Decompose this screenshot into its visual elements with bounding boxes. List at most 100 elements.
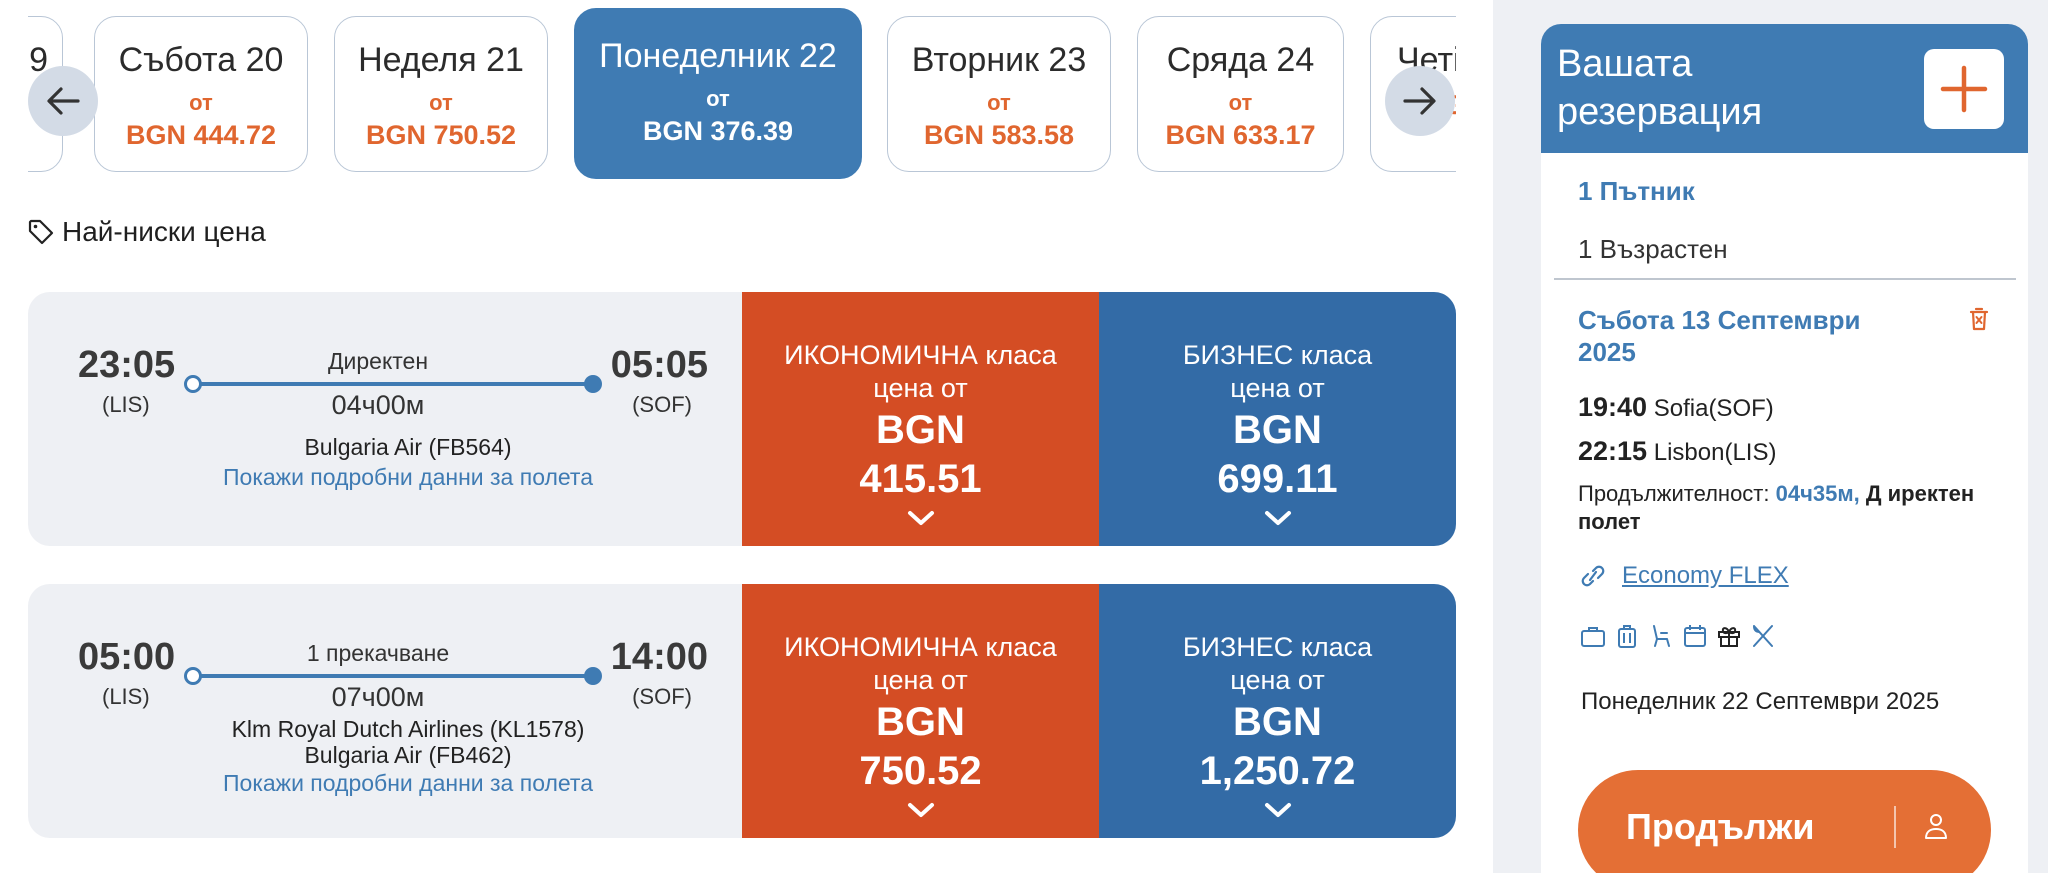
- fare-class: ИКОНОМИЧНА класа: [784, 632, 1057, 662]
- tag-icon: [28, 219, 54, 245]
- flight-duration: 04ч00м: [331, 390, 425, 420]
- date-label: Сряда 24: [1166, 41, 1315, 79]
- next-dates-button[interactable]: [1385, 66, 1455, 136]
- fare-amount: 1,250.72: [1199, 749, 1356, 793]
- business-fare-button[interactable]: БИЗНЕС класа цена от BGN 1,250.72: [1099, 584, 1456, 838]
- segment-duration: Продължителност: 04ч35м, Д иректен полет: [1578, 480, 1988, 536]
- continue-separator: [1894, 806, 1896, 848]
- flight-row: 23:05 (LIS) Директен 04ч00м 05:05 (SOF) …: [28, 292, 1456, 546]
- departure-time: 05:00: [78, 636, 176, 678]
- route-start-dot: [184, 667, 202, 685]
- economy-fare-button[interactable]: ИКОНОМИЧНА класа цена от BGN 415.51: [742, 292, 1099, 546]
- prev-dates-button[interactable]: [28, 66, 98, 136]
- gift-icon: [1718, 627, 1740, 647]
- seat-icon: [1653, 625, 1670, 647]
- airline-label: Klm Royal Dutch Airlines (KL1578): [231, 716, 585, 742]
- date-price: BGN 583.58: [923, 120, 1075, 150]
- route-line: [192, 674, 592, 678]
- duration-value: 04ч35м,: [1775, 481, 1860, 506]
- return-date: Понеделник 22 Септември 2025: [1581, 688, 1940, 715]
- arrival-code: (SOF): [632, 684, 692, 709]
- date-card-tue-23[interactable]: Вторник 23 от BGN 583.58: [887, 16, 1111, 172]
- fare-name-link[interactable]: Economy FLEX: [1578, 562, 1789, 590]
- passenger-count: 1 Пътник: [1578, 176, 1695, 206]
- chevron-down-icon: [907, 511, 934, 525]
- flight-details-link[interactable]: Покажи подробни данни за полета: [223, 770, 593, 796]
- link-icon: [1581, 565, 1605, 587]
- chevron-down-icon: [1264, 511, 1291, 525]
- plus-icon: [1940, 65, 1988, 113]
- fare-currency: BGN: [876, 408, 965, 452]
- date-label: Понеделник 22: [599, 37, 837, 75]
- stops-label: Директен: [327, 348, 429, 374]
- date-label: Събота 20: [118, 41, 284, 79]
- arrival-time: 14:00: [610, 636, 708, 678]
- economy-fare-button[interactable]: ИКОНОМИЧНА класа цена от BGN 750.52: [742, 584, 1099, 838]
- leg-arr-place: Lisbon(LIS): [1653, 439, 1777, 466]
- airline-label: Bulgaria Air (FB564): [304, 434, 512, 460]
- flight-duration: 07ч00м: [331, 682, 425, 712]
- leg-arr-time: 22:15: [1578, 436, 1648, 466]
- cutlery-icon: [1753, 625, 1773, 647]
- divider: [1554, 278, 2016, 280]
- reservation-panel: Вашата резервация 1 Пътник 1 Възрастен С…: [1541, 24, 2028, 873]
- continue-button[interactable]: Продължи: [1578, 770, 1991, 873]
- arrival-time: 05:05: [610, 344, 708, 386]
- duration-stops: Д иректен полет: [1578, 481, 1975, 534]
- fare-name: Economy FLEX: [1622, 562, 1789, 589]
- route-start-dot: [184, 375, 202, 393]
- fare-from: цена от: [873, 373, 968, 403]
- date-card-mon-22-selected[interactable]: Понеделник 22 от BGN 376.39: [574, 8, 862, 179]
- flight-row: 05:00 (LIS) 1 прекачване 07ч00м 14:00 (S…: [28, 584, 1456, 838]
- date-card-wed-24[interactable]: Сряда 24 от BGN 633.17: [1137, 16, 1344, 172]
- chevron-down-icon: [1264, 803, 1291, 817]
- fare-currency: BGN: [1233, 700, 1322, 744]
- reservation-header: Вашата резервация: [1541, 24, 2028, 153]
- arrow-left-icon: [47, 87, 80, 115]
- fare-from: цена от: [1230, 665, 1325, 695]
- briefcase-icon: [1581, 627, 1605, 647]
- date-label: Неделя 21: [358, 41, 524, 79]
- date-card-sun-21[interactable]: Неделя 21 от BGN 750.52: [334, 16, 548, 172]
- departure-code: (LIS): [102, 392, 150, 417]
- date-label: 9: [29, 41, 48, 79]
- date-price: BGN 376.39: [642, 116, 794, 146]
- flight-details-link[interactable]: Покажи подробни данни за полета: [223, 464, 593, 490]
- route-end-dot: [584, 375, 602, 393]
- date-from: от: [189, 90, 213, 115]
- date-from: от: [429, 90, 453, 115]
- trash-icon: [1969, 307, 1989, 331]
- date-price: BGN 750.52: [365, 120, 517, 150]
- reservation-title: Вашата резервация: [1557, 43, 1763, 133]
- fare-amount: 415.51: [859, 457, 982, 501]
- luggage-icon: [1618, 625, 1636, 648]
- fare-class: БИЗНЕС класа: [1182, 632, 1373, 662]
- route-end-dot: [584, 667, 602, 685]
- departure-leg: 19:40 Sofia(SOF): [1578, 392, 1774, 423]
- date-from: от: [987, 90, 1011, 115]
- fare-currency: BGN: [876, 700, 965, 744]
- route-line: [192, 382, 592, 386]
- adult-count: 1 Възрастен: [1578, 234, 1728, 264]
- remove-segment-button[interactable]: [1968, 306, 1990, 337]
- chevron-down-icon: [907, 803, 934, 817]
- departure-time: 23:05: [78, 344, 176, 386]
- date-card-sat-20[interactable]: Събота 20 от BGN 444.72: [94, 16, 308, 172]
- arrival-code: (SOF): [632, 392, 692, 417]
- business-fare-button[interactable]: БИЗНЕС класа цена от BGN 699.11: [1099, 292, 1456, 546]
- calendar-icon: [1684, 625, 1706, 647]
- expand-reservation-button[interactable]: [1924, 49, 2004, 129]
- fare-class: БИЗНЕС класа: [1182, 340, 1373, 370]
- stops-label: 1 прекачване: [306, 640, 450, 666]
- lowest-price-text: Най-ниски цена: [62, 216, 266, 247]
- fare-amount: 699.11: [1217, 457, 1338, 501]
- fare-amount: 750.52: [859, 749, 982, 793]
- date-from: от: [706, 86, 730, 111]
- fare-from: цена от: [873, 665, 968, 695]
- lowest-price-label: Най-ниски цена: [28, 216, 266, 248]
- airline-label: Bulgaria Air (FB462): [304, 742, 512, 768]
- date-price: BGN 633.17: [1165, 120, 1316, 150]
- date-carousel: 9 Събота 20 от BGN 444.72 Неделя 21 от B…: [28, 0, 1456, 190]
- date-from: от: [1228, 90, 1253, 115]
